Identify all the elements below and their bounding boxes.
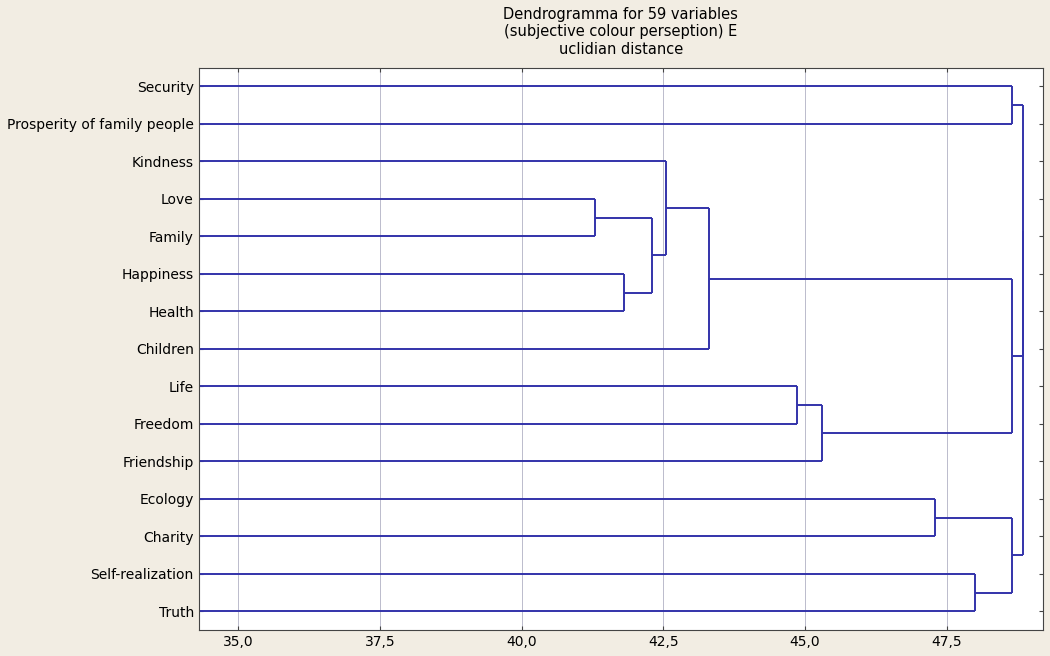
Title: Dendrogramma for 59 variables
(subjective colour perseption) E
uclidian distance: Dendrogramma for 59 variables (subjectiv… — [503, 7, 738, 57]
